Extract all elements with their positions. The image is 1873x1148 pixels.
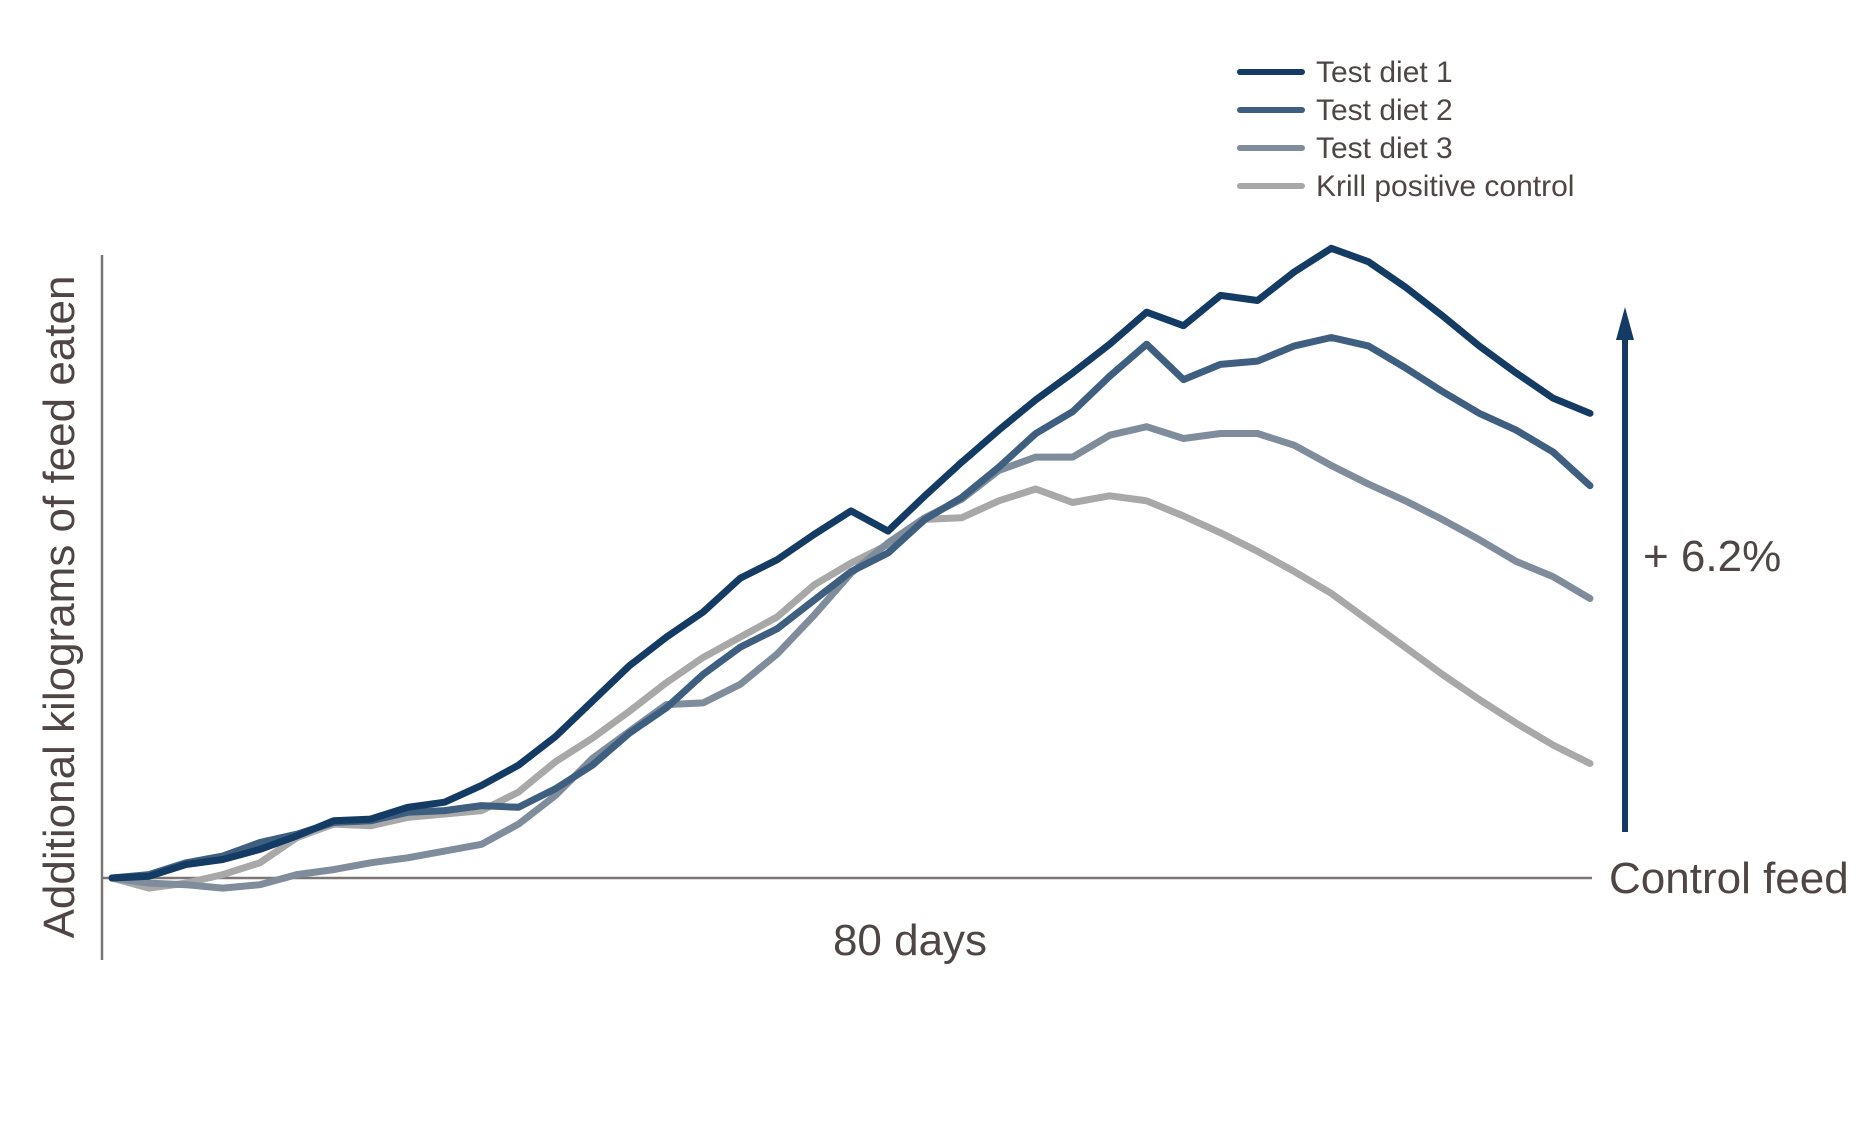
legend-label-2: Test diet 2 [1316, 94, 1453, 127]
legend-label-3: Test diet 3 [1316, 132, 1453, 165]
legend-label-4: Krill positive control [1316, 170, 1574, 203]
axes [100, 255, 1592, 960]
increase-percentage-label: + 6.2% [1643, 532, 1781, 581]
series-line-1 [108, 244, 1594, 882]
series-line-2 [108, 334, 1594, 882]
control-feed-label: Control feed [1609, 854, 1849, 903]
x-axis-label: 80 days [833, 916, 987, 965]
series-line-4 [108, 485, 1594, 892]
increase-arrow [1616, 307, 1634, 832]
y-axis-label: Additional kilograms of feed eaten [35, 276, 84, 939]
legend-label-1: Test diet 1 [1316, 56, 1453, 89]
series-layer [108, 244, 1594, 892]
increase-arrow-head [1616, 307, 1634, 340]
legend: Test diet 1 Test diet 2 Test diet 3 Krill p… [1237, 56, 1574, 203]
